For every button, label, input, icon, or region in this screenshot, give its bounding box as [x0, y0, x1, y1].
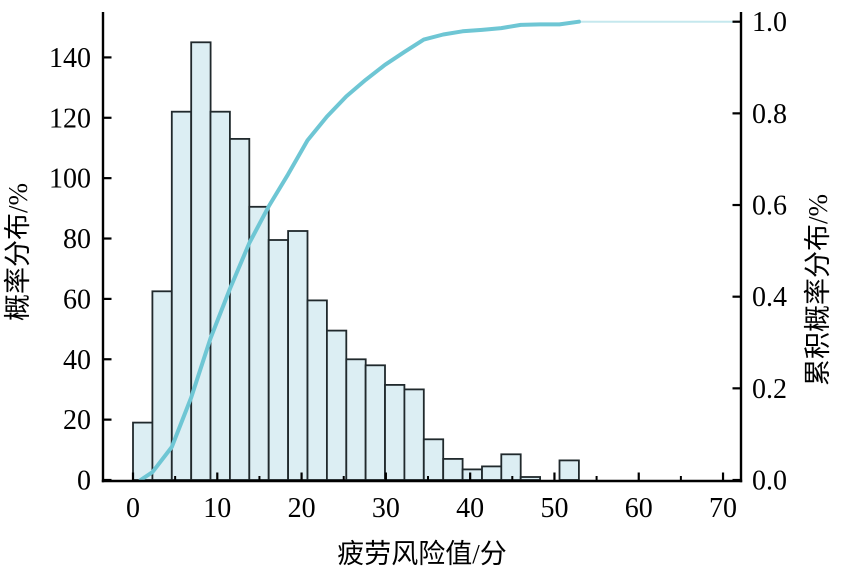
histogram-bar: [306, 299, 328, 481]
histogram-bar: [558, 459, 580, 481]
y-left-tick-label: 40: [63, 345, 91, 376]
y-left-tick-label: 140: [49, 43, 91, 74]
y-left-tick-label: 80: [63, 224, 91, 255]
y-left-tick-label: 0: [77, 466, 91, 497]
y-left-tick-label: 60: [63, 284, 91, 315]
histogram-bar: [519, 476, 542, 481]
x-tick-label: 60: [625, 493, 653, 524]
histogram-bar: [500, 453, 522, 481]
y-left-tick-label: 120: [49, 103, 91, 134]
histogram-bar: [248, 205, 270, 481]
x-tick-label: 30: [372, 493, 400, 524]
x-tick-label: 70: [709, 493, 737, 524]
y-right-tick-label: 0.8: [752, 99, 787, 130]
y-right-tick-label: 0.6: [752, 191, 787, 222]
histogram-bar: [190, 41, 212, 481]
x-tick-label: 10: [203, 493, 231, 524]
y-right-axis-title: 累积概率分布/%: [803, 194, 833, 386]
y-right-tick-label: 0.0: [752, 466, 787, 497]
histogram-bar: [132, 421, 154, 481]
x-tick-label: 20: [288, 493, 316, 524]
cdf-curve-group: [138, 19, 740, 482]
histogram-bar: [345, 358, 367, 481]
cdf-curve: [138, 19, 581, 482]
axis-ticks-group: [103, 20, 741, 482]
histogram-bar: [364, 364, 386, 481]
y-left-tick-label: 20: [63, 405, 91, 436]
x-tick-label: 50: [540, 493, 568, 524]
x-axis-title: 疲劳风险值/分: [337, 539, 507, 569]
histogram-bar: [228, 137, 251, 481]
histogram-bar: [461, 468, 483, 481]
y-left-tick-label: 100: [49, 164, 91, 195]
y-right-tick-label: 0.2: [752, 374, 787, 405]
histogram-bar: [422, 438, 445, 481]
histogram-bars-group: [132, 41, 580, 481]
histogram-bar: [325, 329, 348, 481]
histogram-bar: [287, 230, 309, 481]
histogram-bar: [403, 388, 425, 481]
histogram-bar: [442, 457, 464, 481]
y-right-tick-label: 1.0: [752, 7, 787, 38]
y-right-tick-label: 0.4: [752, 282, 787, 313]
histogram-bar: [384, 383, 406, 481]
histogram-bar: [481, 465, 503, 481]
x-tick-label: 40: [456, 493, 484, 524]
y-left-axis-title: 概率分布/%: [3, 183, 33, 321]
tick-labels-group: 0 10 20 30 40 50 60 70 0 20 40 60 80 100 120 140 0.0 0.2 0…: [49, 7, 787, 524]
histogram-bar: [267, 239, 290, 481]
x-tick-label: 0: [126, 493, 140, 524]
